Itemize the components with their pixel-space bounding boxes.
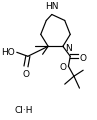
Text: N: N xyxy=(65,44,71,53)
Text: O: O xyxy=(60,63,67,72)
Text: HO: HO xyxy=(1,48,15,57)
Text: HN: HN xyxy=(45,3,59,12)
Text: O: O xyxy=(79,54,87,63)
Text: O: O xyxy=(23,70,29,79)
Text: Cl·H: Cl·H xyxy=(15,106,33,115)
